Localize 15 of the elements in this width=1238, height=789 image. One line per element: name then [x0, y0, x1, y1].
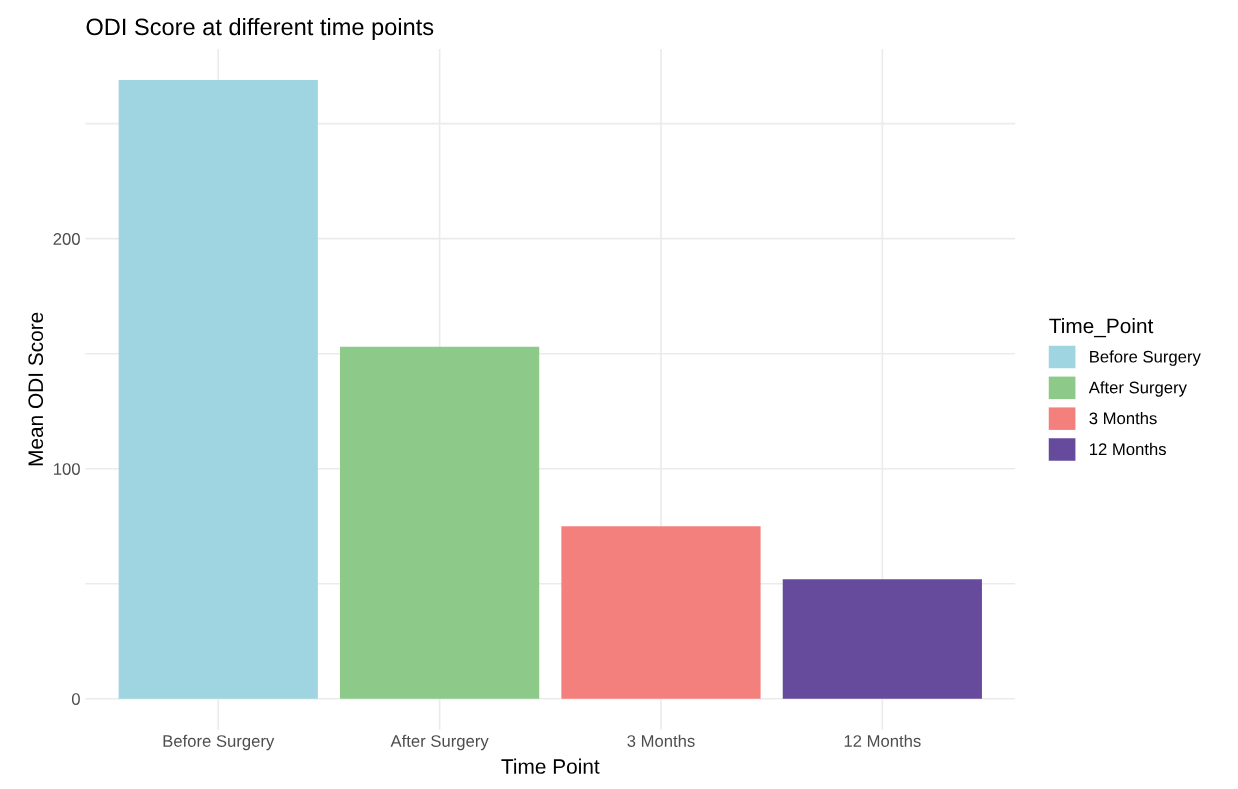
- x-tick-label: 12 Months: [844, 734, 921, 747]
- legend-label: 12 Months: [1090, 442, 1166, 456]
- x-tick-label: Before Surgery: [163, 734, 275, 751]
- x-tick-label: 3 Months: [627, 734, 695, 747]
- y-tick-label: 100: [54, 463, 80, 475]
- legend-label: 3 Months: [1089, 412, 1157, 425]
- y-tick-label: 200: [53, 233, 80, 245]
- y-axis-title: Mean ODI Score: [28, 312, 44, 466]
- legend-label: Before Surgery: [1090, 350, 1201, 366]
- y-tick-label: 0: [71, 693, 80, 705]
- legend-label: After Surgery: [1088, 381, 1187, 397]
- x-tick-label: After Surgery: [390, 734, 489, 751]
- legend-title: Time_Point: [1049, 317, 1154, 338]
- x-axis-title: Time Point: [501, 758, 600, 774]
- chart-title: ODI Score at different time points: [86, 17, 434, 40]
